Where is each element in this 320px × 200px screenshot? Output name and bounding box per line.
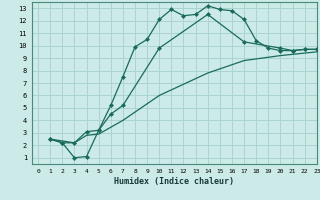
X-axis label: Humidex (Indice chaleur): Humidex (Indice chaleur) xyxy=(115,177,234,186)
